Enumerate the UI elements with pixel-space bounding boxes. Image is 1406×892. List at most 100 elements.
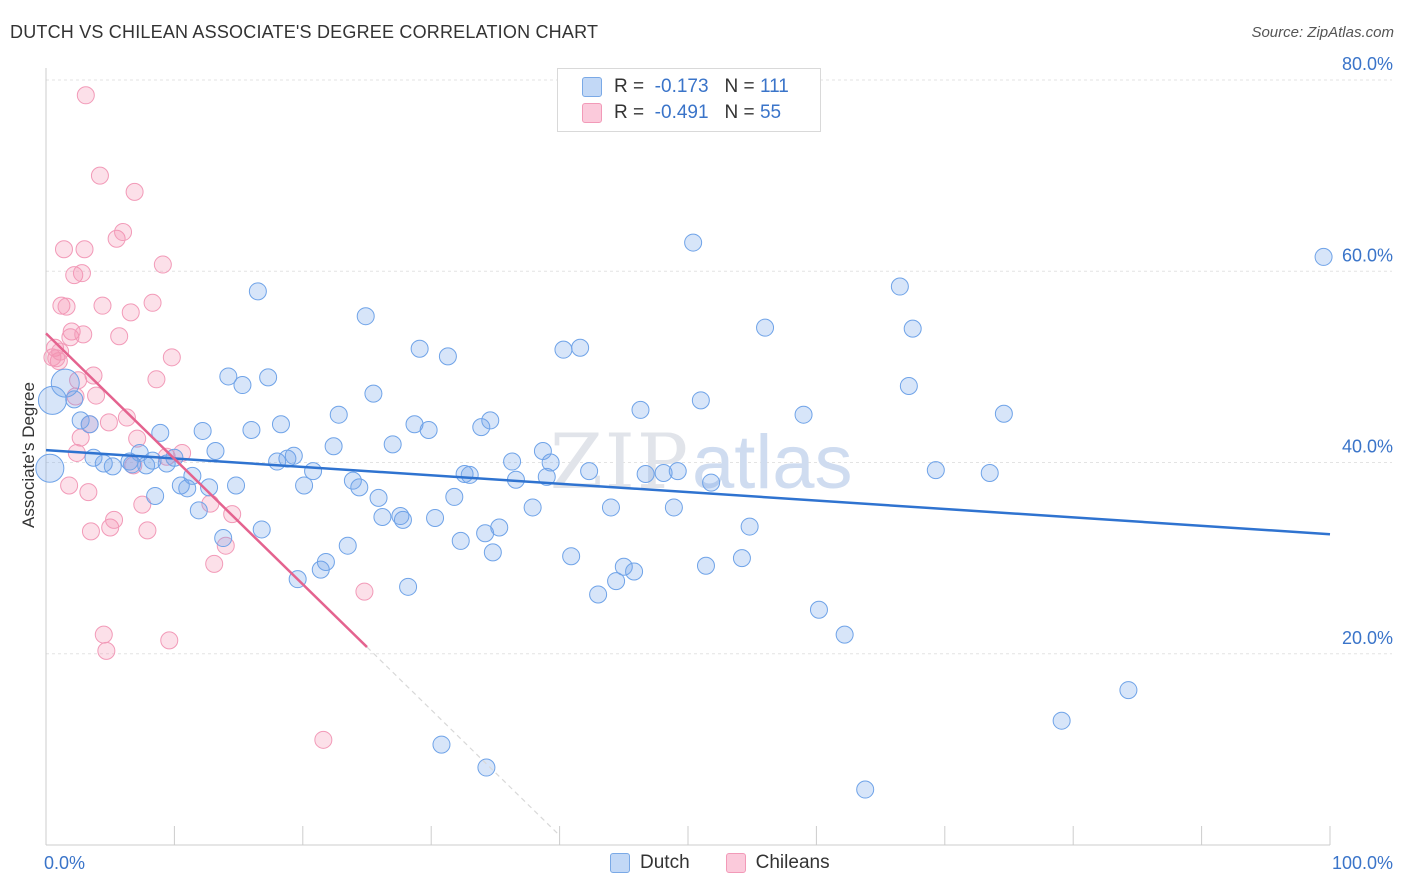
dutch-point (554, 340, 573, 359)
chileans-point (49, 352, 68, 371)
chileans-trend-extension (366, 646, 561, 836)
chileans-point (47, 349, 66, 368)
chileans-point (52, 296, 71, 315)
dutch-point (601, 498, 620, 517)
dutch-point (65, 390, 84, 409)
legend-r-value: -0.173 (654, 76, 709, 97)
legend-r-label: R = (614, 76, 645, 97)
chileans-point (62, 322, 81, 341)
x-tick-label: 100.0% (1332, 853, 1393, 873)
dutch-point (151, 423, 170, 442)
dutch-point (537, 467, 556, 486)
dutch-point (324, 437, 343, 456)
chileans-point (81, 522, 100, 541)
tick-labels: 20.0% 40.0% 60.0% 80.0% 0.0% 100.0% (44, 54, 1393, 873)
dutch-point (35, 453, 65, 483)
dutch-point (432, 735, 451, 754)
dutch-swatch (582, 77, 602, 97)
chileans-point (65, 266, 84, 285)
dutch-point (373, 508, 392, 527)
legend-n-value: 111 (759, 76, 789, 97)
dutch-point (364, 384, 383, 403)
dutch-point (541, 453, 560, 472)
chileans-point (105, 510, 124, 529)
dutch-point (338, 536, 357, 555)
chileans-point (72, 264, 91, 283)
legend-n-value: 55 (759, 102, 782, 123)
chileans-point (153, 255, 172, 274)
chileans-point (60, 476, 79, 495)
chileans-point (74, 325, 93, 344)
dutch-point (193, 421, 212, 440)
chileans-point (84, 366, 103, 385)
dutch-point (614, 557, 633, 576)
dutch-point (890, 277, 909, 296)
dutch-point (410, 339, 429, 358)
dutch-point (1314, 247, 1333, 266)
dutch-point (636, 464, 655, 483)
chileans-point (94, 625, 113, 644)
chileans-point (160, 631, 179, 650)
series-chileans (43, 86, 374, 749)
chart-title: DUTCH VS CHILEAN ASSOCIATE'S DEGREE CORR… (10, 22, 599, 42)
dutch-point (189, 501, 208, 520)
dutch-point (248, 282, 267, 301)
dutch-point (460, 465, 479, 484)
watermark-atlas: atlas (692, 420, 853, 505)
dutch-point (903, 319, 922, 338)
dutch-point (426, 508, 445, 527)
series-legend: Dutch Chileans (610, 852, 866, 874)
dutch-point (472, 418, 491, 437)
chileans-point (76, 86, 95, 105)
dutch-point (856, 780, 875, 799)
legend-item-chileans[interactable]: Chileans (725, 852, 830, 874)
dutch-point (329, 405, 348, 424)
chileans-point (87, 386, 106, 405)
dutch-point (696, 556, 715, 575)
watermark: ZIP atlas (550, 417, 853, 506)
chileans-point (93, 296, 112, 315)
chileans-point (125, 182, 144, 201)
chileans-point (314, 730, 333, 749)
legend-row-chileans: R = -0.491 N = 55 (582, 101, 781, 125)
dutch-point (756, 318, 775, 337)
dutch-point (50, 368, 80, 398)
dutch-swatch (610, 853, 630, 873)
dutch-point (809, 600, 828, 619)
watermark-zip: ZIP (550, 417, 690, 506)
dutch-point (794, 405, 813, 424)
dutch-point (835, 625, 854, 644)
dutch-point (445, 487, 464, 506)
chileans-point (138, 521, 157, 540)
chileans-swatch (725, 853, 746, 873)
dutch-point (284, 446, 303, 465)
dutch-point (1052, 711, 1071, 730)
chileans-point (143, 293, 162, 312)
legend-item-dutch[interactable]: Dutch (610, 852, 690, 874)
dutch-point (419, 420, 438, 439)
chileans-point (107, 229, 126, 248)
chileans-point (97, 641, 116, 660)
axes (45, 68, 1331, 846)
source-credit: Source: ZipAtlas.com (1251, 24, 1394, 41)
chileans-point (355, 582, 374, 601)
dutch-point (383, 435, 402, 454)
dutch-point (664, 498, 683, 517)
dutch-point (219, 367, 238, 386)
chileans-point (117, 408, 136, 427)
chileans-point (54, 240, 73, 259)
dutch-point (477, 758, 496, 777)
dutch-point (899, 377, 918, 395)
grid-lines (46, 79, 1392, 655)
y-tick-label: 60.0% (1342, 245, 1393, 265)
dutch-point (316, 552, 335, 571)
y-tick-label: 20.0% (1342, 628, 1393, 648)
dutch-point (994, 404, 1013, 423)
chileans-point (99, 413, 118, 432)
dutch-point (607, 572, 626, 591)
chileans-point (205, 554, 224, 573)
dutch-point (343, 471, 362, 490)
dutch-point (980, 464, 999, 483)
chileans-point (147, 370, 166, 389)
